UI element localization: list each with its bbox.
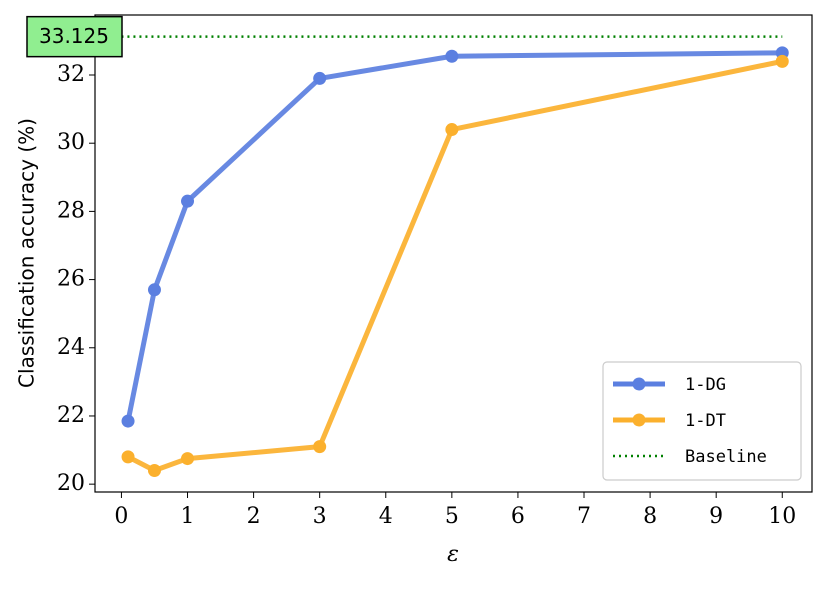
data-point [445,123,459,137]
legend-label: 1-DG [685,375,726,395]
x-tick-label: 10 [768,504,796,529]
x-tick-label: 2 [247,504,261,529]
y-tick-label: 30 [57,130,85,155]
x-tick-label: 6 [511,504,525,529]
data-point [147,464,161,478]
x-tick-label: 8 [643,504,657,529]
x-tick-label: 5 [445,504,459,529]
legend-box [602,361,802,481]
legend-marker [632,377,646,391]
x-tick-label: 4 [379,504,393,529]
data-point [313,440,327,454]
data-point [775,54,789,68]
legend-label: Baseline [685,447,767,467]
plot-frame [94,14,813,493]
y-axis-label: Classification accuracy (%) [15,118,39,388]
data-point [121,414,135,428]
data-point [313,71,327,85]
y-tick-label: 20 [57,471,85,496]
data-point [181,452,195,466]
legend-label: 1-DT [685,411,726,431]
x-axis-label: ε [447,542,459,567]
series-line [125,50,783,422]
legend-marker [632,413,646,427]
x-tick-label: 9 [709,504,723,529]
x-tick-label: 7 [577,504,591,529]
y-tick-label: 32 [57,62,85,87]
y-tick-label: 26 [57,267,85,292]
y-tick-label: 24 [57,335,85,360]
x-tick-label: 0 [114,504,128,529]
data-point [445,49,459,63]
data-point [181,194,195,208]
baseline-label: 33.125 [26,15,123,58]
y-tick-label: 22 [57,403,85,428]
y-tick-label: 28 [57,198,85,223]
x-tick-label: 1 [181,504,195,529]
baseline-label-text: 33.125 [39,24,109,48]
x-tick-label: 3 [313,504,327,529]
data-point [147,283,161,297]
data-point [121,450,135,464]
baseline-label-box [26,15,123,58]
